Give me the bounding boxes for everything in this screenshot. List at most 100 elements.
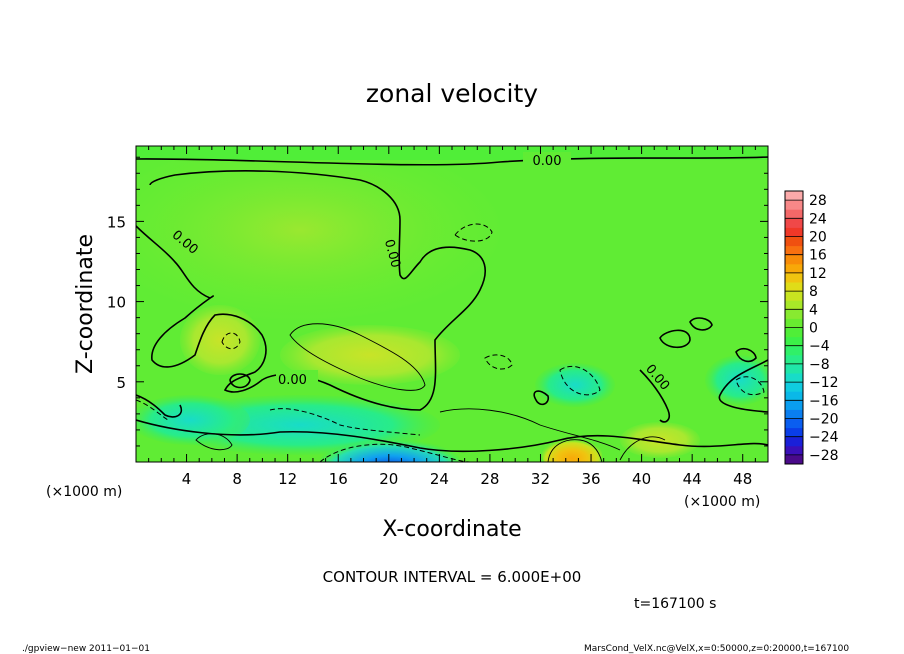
colorbar-segment xyxy=(785,373,803,383)
colorbar-segment xyxy=(785,336,803,347)
colorbar-tick-label: 28 xyxy=(809,193,827,209)
contour-pos-blob xyxy=(547,439,603,462)
colorbar-segment xyxy=(785,363,803,374)
contour-neg-band xyxy=(269,408,421,436)
contour-small-5 xyxy=(735,347,757,363)
colorbar-segment xyxy=(785,282,803,292)
x-tick-label: 8 xyxy=(232,470,242,488)
zero-contours xyxy=(136,156,768,453)
contour-neg-right xyxy=(735,376,765,396)
colorbar-segment xyxy=(785,309,803,319)
colorbar-tick-label: −16 xyxy=(809,393,839,409)
x-tick-label: 20 xyxy=(379,470,398,488)
colorbar-segment xyxy=(785,291,803,301)
y-tick-label: 10 xyxy=(107,294,126,312)
colorbar-tick-label: 12 xyxy=(809,266,827,282)
field-positive-bottom-right xyxy=(620,422,700,458)
x-unit-label: (×1000 m) xyxy=(46,484,122,500)
contour-small-3 xyxy=(659,329,691,349)
colorbar-tick-label: −12 xyxy=(809,375,839,391)
colorbar-segment xyxy=(785,409,803,419)
contour-pos-right xyxy=(619,436,666,461)
colorbar-segment xyxy=(785,263,803,274)
colorbar-tick-label: −4 xyxy=(809,339,830,355)
field-top-strip xyxy=(136,146,768,160)
y-tick-label: 15 xyxy=(107,213,126,231)
contour-pos-left xyxy=(195,433,233,451)
colorbar-tick-label: 16 xyxy=(809,248,827,264)
contour-neg-mid xyxy=(559,365,601,396)
field-min-jet xyxy=(320,436,460,462)
field-upper-positive xyxy=(136,146,500,320)
colorbar-tick-label: 24 xyxy=(809,211,827,227)
contour-label-lower: 0.00 xyxy=(278,373,307,388)
colorbar-tick-label: −24 xyxy=(809,430,839,446)
colorbar-segment xyxy=(785,400,803,410)
colorbar-segment xyxy=(785,354,803,365)
field-positive-band xyxy=(280,325,460,385)
colorbar-segment xyxy=(785,200,803,210)
colorbar-segment xyxy=(785,436,803,447)
colorbar-tick-label: 8 xyxy=(809,284,818,300)
colorbar-segment xyxy=(785,191,803,201)
contour-neg-mid2 xyxy=(484,354,513,370)
x-tick-label: 4 xyxy=(182,470,192,488)
contour-main xyxy=(136,170,486,411)
colorbar-segment xyxy=(785,445,803,456)
negative-contours xyxy=(136,223,765,462)
colorbar-segment xyxy=(785,382,803,392)
colorbar-segment xyxy=(785,272,803,283)
x-tick-label: 36 xyxy=(581,470,600,488)
y-tick-label: 5 xyxy=(116,374,126,392)
colorbar-segment xyxy=(785,454,803,465)
colorbar-tick-label: −20 xyxy=(809,412,839,428)
colorbar-segment xyxy=(785,327,803,338)
chart-title: zonal velocity xyxy=(366,79,538,108)
colorbar-tick-label: 0 xyxy=(809,321,818,337)
y-unit-label: (×1000 m) xyxy=(684,494,760,510)
x-tick-label: 28 xyxy=(480,470,499,488)
y-axis-ticks: 5 10 15 xyxy=(107,156,768,447)
x-tick-label: 24 xyxy=(430,470,449,488)
contour-right-edge xyxy=(718,359,768,413)
contour-neg-top xyxy=(454,223,493,242)
contour-label-top: 0.00 xyxy=(533,154,562,169)
x-tick-label: 48 xyxy=(733,470,752,488)
colorbar-segment xyxy=(785,254,803,265)
field-negative-left xyxy=(136,395,250,445)
colorbar-tick-label: −28 xyxy=(809,448,839,464)
contour-small-2 xyxy=(229,373,251,389)
colorbar-segment xyxy=(785,418,803,429)
positive-contours xyxy=(195,323,666,462)
contour-small-6 xyxy=(639,369,670,423)
colorbar-segment xyxy=(785,236,803,247)
contour-neg-left xyxy=(136,399,169,421)
colorbar-segment xyxy=(785,318,803,328)
field-max-blob xyxy=(542,437,602,462)
colorbar-segment xyxy=(785,345,803,356)
field-negative-mid xyxy=(535,363,615,407)
x-tick-label: 12 xyxy=(278,470,297,488)
contour-small-1 xyxy=(533,390,550,406)
field-positive-left xyxy=(180,305,260,375)
contour-neg-small xyxy=(221,332,241,350)
contour-interval-text: CONTOUR INTERVAL = 6.000E+00 xyxy=(323,568,582,586)
x-axis-ticks: 4 8 12 16 20 24 28 32 36 40 44 48 xyxy=(148,146,756,488)
y-axis-label: Z-coordinate xyxy=(73,234,98,374)
footer-right: MarsCond_VelX.nc@VelX,x=0:50000,z=0:2000… xyxy=(584,644,849,654)
colorbar-segment xyxy=(785,300,803,310)
contour-top xyxy=(136,156,768,166)
contour-pos-lower xyxy=(439,408,621,451)
x-axis-label: X-coordinate xyxy=(382,517,521,542)
colorbar-segment xyxy=(785,218,803,228)
contour-pos-band xyxy=(289,323,426,391)
time-label: t=167100 s xyxy=(634,596,716,612)
colorbar-segment xyxy=(785,427,803,438)
colorbar-tick-label: −8 xyxy=(809,357,830,373)
colorbar-tick-labels: 28 24 20 16 12 8 4 0 −4 −8 −12 −16 −20 −24 −28 xyxy=(785,193,839,464)
contour-bottom xyxy=(136,419,768,453)
colorbar-segment xyxy=(785,391,803,401)
colorbar-segment xyxy=(785,245,803,256)
colorbar-tick-label: 4 xyxy=(809,302,818,318)
